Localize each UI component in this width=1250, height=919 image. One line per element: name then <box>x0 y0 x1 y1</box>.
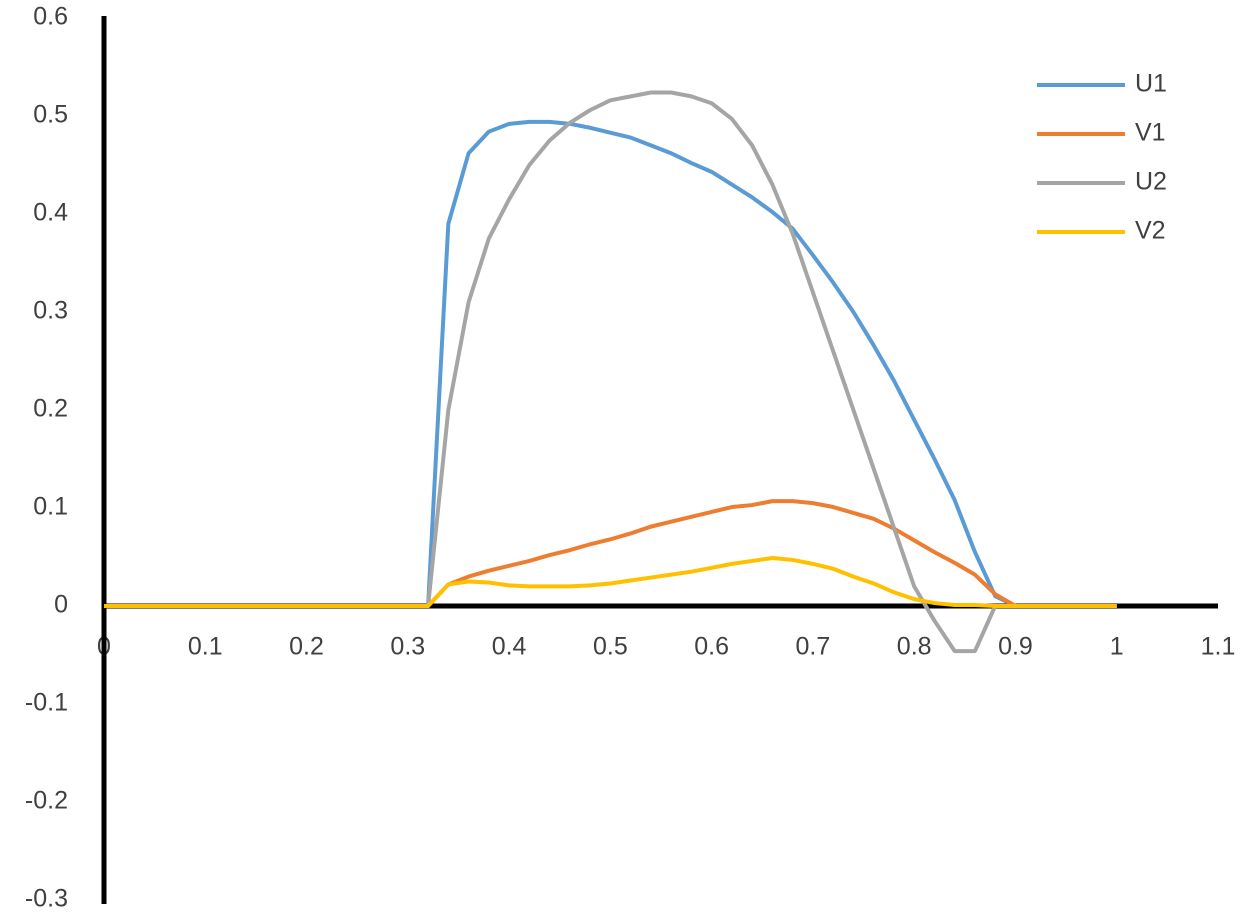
y-tick-label: -0.3 <box>25 885 68 913</box>
legend-label: U1 <box>1135 70 1167 98</box>
y-tick-label: 0.3 <box>33 297 68 325</box>
legend-label: V2 <box>1135 217 1166 245</box>
x-tick-label: 0.7 <box>796 633 831 661</box>
x-tick-label: 0.6 <box>694 633 729 661</box>
y-tick-label: 0.4 <box>33 199 68 227</box>
series-line <box>104 119 1117 608</box>
x-tick-label: 0.8 <box>897 633 932 661</box>
y-tick-label: -0.2 <box>25 787 68 815</box>
x-tick-label: 1.1 <box>1201 633 1236 661</box>
y-tick-label: 0.1 <box>33 493 68 521</box>
series-line <box>104 555 1117 608</box>
x-tick-label: 0.9 <box>998 633 1033 661</box>
x-tick-label: 0.4 <box>492 633 527 661</box>
series-line <box>104 499 1117 608</box>
legend-label: V1 <box>1135 119 1166 147</box>
y-tick-label: 0.2 <box>33 395 68 423</box>
x-tick-label: 0.2 <box>289 633 324 661</box>
y-tick-label: 0.6 <box>33 3 68 31</box>
y-tick-label: -0.1 <box>25 689 68 717</box>
x-tick-label: 1 <box>1110 633 1124 661</box>
legend-label: U2 <box>1135 168 1167 196</box>
y-tick-label: 0 <box>54 591 68 619</box>
y-tick-label: 0.5 <box>33 101 68 129</box>
x-tick-label: 0.5 <box>593 633 628 661</box>
x-tick-label: 0.1 <box>188 633 223 661</box>
x-tick-label: 0.3 <box>390 633 425 661</box>
